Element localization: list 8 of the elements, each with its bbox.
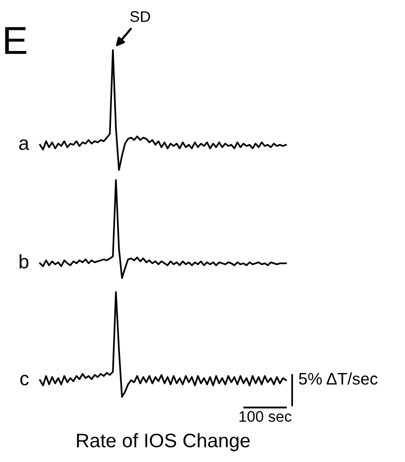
series-label: a	[19, 139, 30, 150]
text: SD	[130, 11, 150, 22]
series-label: c	[20, 374, 29, 386]
chart-title: E	[5, 27, 26, 54]
series-label: b	[20, 254, 28, 269]
x-axis-title: Rate of IOS Change	[77, 433, 250, 452]
text: 5% ΔT/sec	[298, 372, 378, 385]
text: 100 sec	[240, 411, 292, 422]
